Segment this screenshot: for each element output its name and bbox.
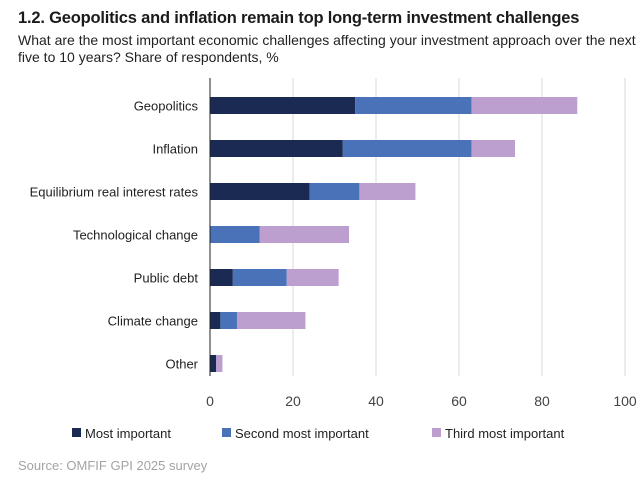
bar-other-third-most-important	[216, 355, 223, 372]
bar-inflation-most-important	[210, 140, 343, 157]
category-label-public-debt: Public debt	[134, 271, 199, 286]
stacked-bar-chart: Geopolitics Inflation Equilibrium real int…	[30, 78, 637, 441]
bar-climate-change-most-important	[210, 312, 221, 329]
x-tick-40: 40	[368, 393, 384, 409]
chart-title: 1.2. Geopolitics and inflation remain to…	[18, 9, 580, 27]
source-note: Source: OMFIF GPI 2025 survey	[18, 458, 208, 473]
category-label-other: Other	[165, 357, 198, 372]
bar-climate-change-second-most-important	[220, 312, 237, 329]
x-tick-100: 100	[613, 393, 637, 409]
bar-inflation-second-most-important	[342, 140, 472, 157]
bar-technological-change-third-most-important	[259, 226, 350, 243]
x-tick-20: 20	[285, 393, 301, 409]
bar-climate-change-third-most-important	[236, 312, 306, 329]
bar-equilibrium-real-interest-rates-second-most-important	[309, 183, 360, 200]
category-label-equilibrium-real-interest-rates: Equilibrium real interest rates	[30, 185, 199, 200]
x-tick-0: 0	[206, 393, 214, 409]
bar-public-debt-third-most-important	[286, 269, 339, 286]
category-label-geopolitics: Geopolitics	[134, 99, 199, 114]
bars	[210, 97, 578, 372]
bar-inflation-third-most-important	[471, 140, 516, 157]
category-label-technological-change: Technological change	[73, 228, 198, 243]
bar-equilibrium-real-interest-rates-most-important	[210, 183, 310, 200]
category-label-climate-change: Climate change	[108, 314, 198, 329]
bar-public-debt-second-most-important	[232, 269, 287, 286]
x-tick-80: 80	[534, 393, 550, 409]
bar-geopolitics-most-important	[210, 97, 356, 114]
legend-swatch-most-important	[72, 428, 81, 437]
x-tick-60: 60	[451, 393, 467, 409]
legend-swatch-second-most-important	[222, 428, 231, 437]
legend-label-most-important: Most important	[85, 426, 171, 441]
x-tick-labels: 0 20 40 60 80 100	[206, 393, 637, 409]
legend-swatch-third-most-important	[432, 428, 441, 437]
bar-other-most-important	[210, 355, 217, 372]
category-labels: Geopolitics Inflation Equilibrium real int…	[30, 99, 199, 372]
bar-equilibrium-real-interest-rates-third-most-important	[359, 183, 416, 200]
bar-geopolitics-third-most-important	[471, 97, 578, 114]
bar-public-debt-most-important	[210, 269, 233, 286]
chart-subtitle: What are the most important economic cha…	[18, 32, 636, 65]
legend-label-third-most-important: Third most important	[445, 426, 565, 441]
legend: Most important Second most important Third…	[72, 426, 565, 441]
bar-geopolitics-second-most-important	[355, 97, 472, 114]
category-label-inflation: Inflation	[152, 142, 198, 157]
bar-technological-change-second-most-important	[210, 226, 260, 243]
legend-label-second-most-important: Second most important	[235, 426, 369, 441]
